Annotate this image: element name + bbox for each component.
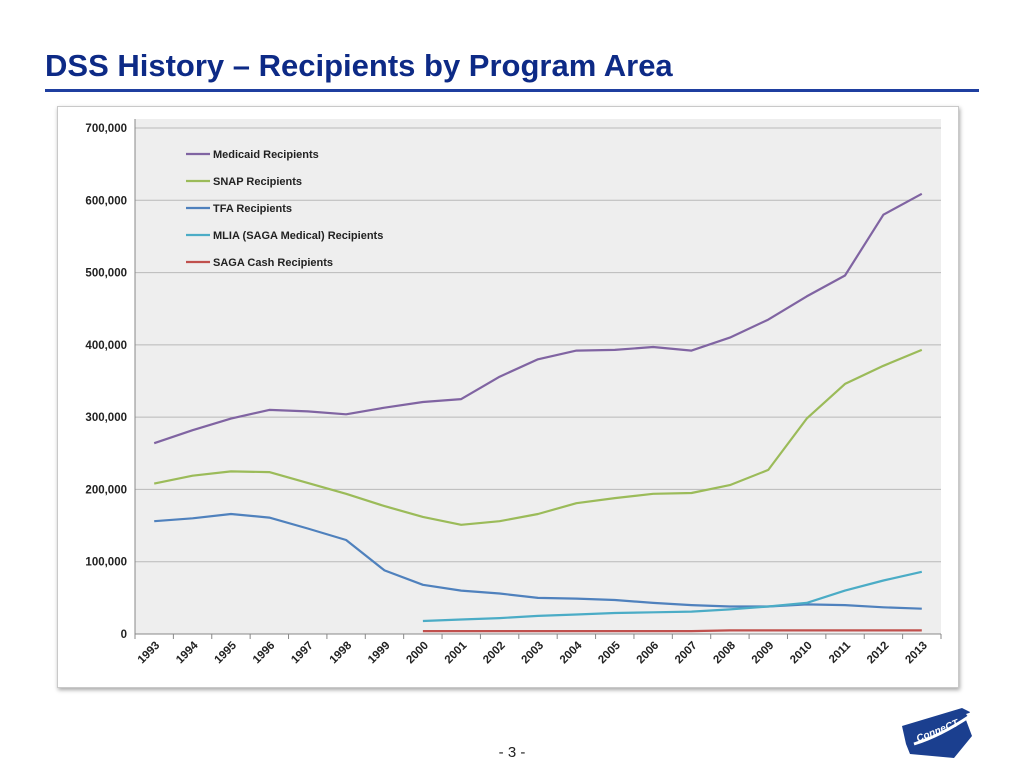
series-line bbox=[422, 629, 922, 633]
legend-label: Medicaid Recipients bbox=[213, 149, 319, 161]
y-tick-label: 300,000 bbox=[85, 412, 127, 424]
page-number: - 3 - bbox=[498, 744, 526, 761]
x-tick-label: 2013 bbox=[903, 640, 930, 667]
y-tick-label: 100,000 bbox=[85, 557, 127, 569]
y-tick-label: 600,000 bbox=[85, 195, 127, 207]
line-chart: 0 100,000 200,000 300,000 400,000 500,000 600,… bbox=[85, 119, 942, 667]
plot-area bbox=[135, 119, 941, 634]
y-tick-label: 200,000 bbox=[85, 484, 127, 496]
x-tick-label: 2007 bbox=[673, 640, 700, 667]
x-tick-label: 2000 bbox=[404, 640, 431, 667]
x-tick-label: 2006 bbox=[635, 640, 662, 667]
series-line bbox=[153, 348, 923, 526]
x-tick-label: 2001 bbox=[443, 639, 470, 666]
legend-label: MLIA (SAGA Medical) Recipients bbox=[213, 230, 383, 242]
x-tick-label: 2011 bbox=[827, 639, 854, 666]
x-tick-label: 2004 bbox=[558, 639, 585, 666]
y-tick-label: 0 bbox=[121, 629, 127, 641]
y-tick-label: 400,000 bbox=[85, 340, 127, 352]
x-tick-label: 1994 bbox=[174, 639, 201, 666]
x-tick-label: 1996 bbox=[251, 640, 278, 667]
x-tick-label: 1997 bbox=[289, 640, 316, 667]
page-title: DSS History – Recipients by Program Area bbox=[45, 48, 673, 83]
y-tick-label: 700,000 bbox=[85, 123, 127, 135]
x-tick-label: 2009 bbox=[750, 640, 777, 667]
series-lines bbox=[153, 192, 923, 633]
series-line bbox=[422, 570, 923, 623]
connect-logo: ConneCT bbox=[902, 708, 978, 758]
x-tick-label: 2012 bbox=[865, 640, 892, 667]
x-tick-label: 1993 bbox=[136, 640, 163, 667]
legend-label: SAGA Cash Recipients bbox=[213, 257, 333, 269]
x-tick-label: 1998 bbox=[328, 639, 355, 666]
x-tick-label: 2005 bbox=[596, 639, 623, 666]
legend-label: TFA Recipients bbox=[213, 203, 292, 215]
legend: Medicaid Recipients SNAP Recipients TFA Re… bbox=[186, 149, 383, 269]
x-tick-label: 1999 bbox=[366, 640, 393, 667]
y-tick-label: 500,000 bbox=[85, 268, 127, 280]
x-tick-label: 2010 bbox=[788, 640, 815, 667]
x-tick-label: 2002 bbox=[481, 640, 508, 667]
chart-frame: 0 100,000 200,000 300,000 400,000 500,000 600,… bbox=[57, 106, 959, 688]
x-tick-label: 2003 bbox=[520, 640, 547, 667]
x-tick-label: 2008 bbox=[711, 639, 738, 666]
logo-shape bbox=[902, 708, 972, 758]
legend-label: SNAP Recipients bbox=[213, 176, 302, 188]
gridlines bbox=[135, 127, 941, 563]
x-tick-label: 1995 bbox=[212, 639, 239, 666]
series-line bbox=[153, 192, 923, 445]
logo-arrow-icon bbox=[913, 714, 971, 746]
title-divider bbox=[45, 89, 979, 92]
logo-arrowhead-icon bbox=[966, 710, 978, 722]
